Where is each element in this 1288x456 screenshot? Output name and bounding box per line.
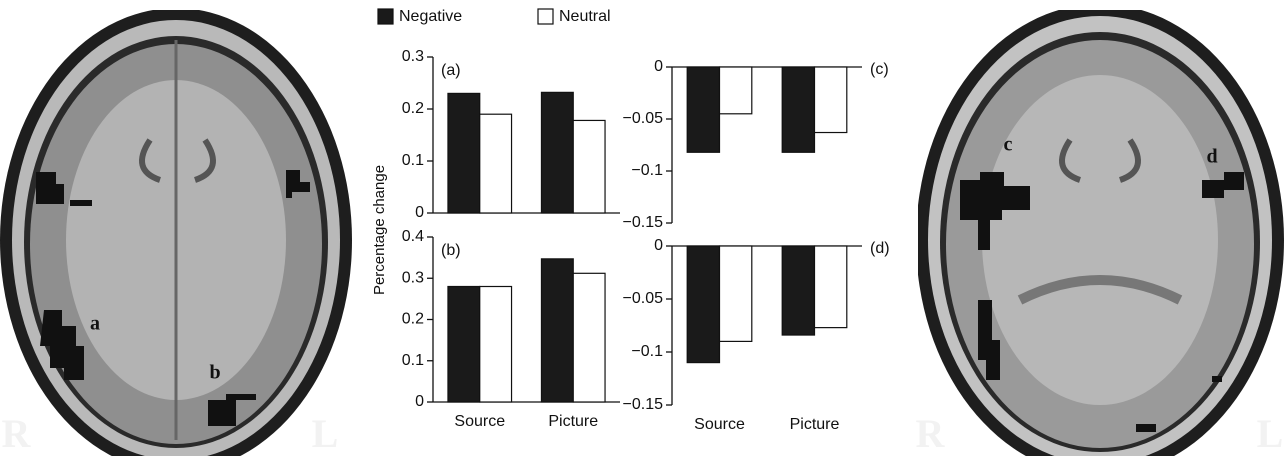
y-axis-label: Percentage change	[371, 165, 388, 295]
legend-label: Negative	[399, 8, 462, 25]
y-tick-label: 0.2	[402, 100, 424, 117]
bar	[815, 67, 847, 133]
page: {"images": [ {"region_labels": ["a", "b"…	[0, 0, 1288, 456]
panel-label: (d)	[870, 240, 890, 257]
side-label: R	[2, 411, 32, 456]
y-tick-label: 0	[415, 204, 424, 221]
y-tick-label: −0.1	[631, 162, 663, 179]
y-tick-label: 0	[654, 58, 663, 75]
x-tick-label: Picture	[790, 416, 840, 433]
y-tick-label: 0.3	[402, 269, 424, 286]
region-label: b	[209, 362, 220, 384]
legend-label: Neutral	[559, 8, 611, 25]
panel-label: (c)	[870, 61, 889, 78]
region-label: a	[90, 313, 100, 335]
y-tick-label: −0.05	[623, 110, 664, 127]
figure: a b R Lc d R L Negative Neutral 0 0.1 0.2 0.3 (a) Perc…	[0, 0, 1288, 456]
bar	[815, 246, 847, 328]
bar	[687, 246, 719, 363]
bar	[448, 287, 480, 403]
legend-swatch	[538, 9, 553, 24]
panel-label: (b)	[441, 242, 461, 259]
x-tick-label: Picture	[548, 413, 598, 430]
region-label: c	[1004, 134, 1013, 156]
bar	[720, 246, 752, 341]
bar	[573, 120, 605, 213]
y-tick-label: 0.1	[402, 352, 424, 369]
y-tick-label: −0.15	[623, 396, 664, 413]
bar	[782, 246, 814, 335]
bar	[782, 67, 814, 152]
side-label: L	[312, 411, 339, 456]
brain-image-left	[0, 8, 352, 456]
y-tick-label: 0	[415, 393, 424, 410]
side-label: L	[1257, 411, 1284, 456]
x-tick-label: Source	[694, 416, 745, 433]
bar	[720, 67, 752, 114]
bar	[573, 273, 605, 402]
y-tick-label: 0.2	[402, 311, 424, 328]
y-tick-label: 0.3	[402, 48, 424, 65]
bar	[448, 93, 480, 213]
side-label: R	[916, 411, 946, 456]
y-tick-label: 0.4	[402, 228, 424, 245]
bar	[541, 92, 573, 213]
y-tick-label: −0.15	[623, 214, 664, 231]
y-tick-label: −0.05	[623, 290, 664, 307]
bar	[687, 67, 719, 152]
y-tick-label: 0	[654, 237, 663, 254]
bar	[480, 287, 512, 403]
brain-image-right	[916, 4, 1288, 456]
region-label: d	[1206, 146, 1217, 168]
legend-swatch	[378, 9, 393, 24]
bar	[541, 259, 573, 402]
bar	[480, 114, 512, 213]
panel-label: (a)	[441, 62, 461, 79]
y-tick-label: 0.1	[402, 152, 424, 169]
x-tick-label: Source	[454, 413, 505, 430]
y-tick-label: −0.1	[631, 343, 663, 360]
